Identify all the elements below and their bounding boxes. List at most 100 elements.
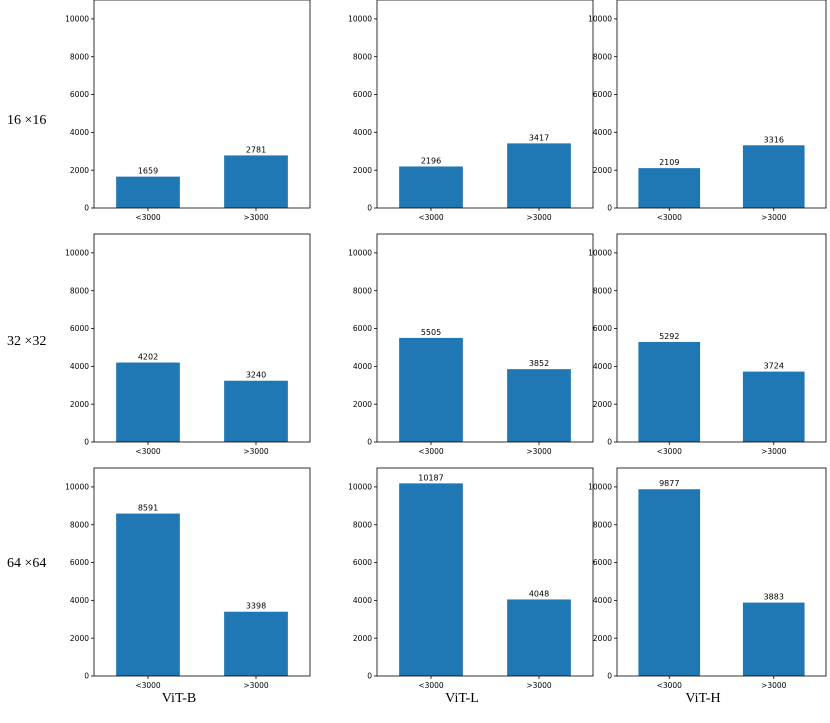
- y-tick-label: 6000: [593, 558, 612, 567]
- bar-value-label: 10187: [418, 473, 443, 482]
- bar: [507, 143, 571, 208]
- y-tick-label: 4000: [353, 596, 372, 605]
- bar: [399, 337, 463, 442]
- col-label-vit-b: ViT-B: [161, 691, 197, 706]
- bar-value-label: 2109: [659, 158, 679, 167]
- y-tick-label: 10000: [348, 15, 372, 24]
- x-tick-label: <3000: [135, 447, 161, 456]
- y-tick-label: 10000: [65, 483, 89, 492]
- y-tick-label: 0: [84, 204, 89, 213]
- y-tick-label: 10000: [588, 249, 612, 258]
- y-tick-label: 6000: [353, 558, 372, 567]
- y-tick-label: 10000: [588, 483, 612, 492]
- y-tick-label: 6000: [70, 324, 89, 333]
- bar: [116, 176, 180, 208]
- col-label-vit-l: ViT-L: [445, 691, 479, 706]
- subplot: 8591 <3000 3398 >3000 0 2000 4000 6000 8000 10000: [65, 467, 311, 690]
- axes-frame: [376, 467, 594, 677]
- y-tick-label: 10000: [348, 249, 372, 258]
- x-tick-label: <3000: [657, 213, 683, 222]
- subplot: 1659 <3000 2781 >3000 0 2000 4000 6000 8000 10000: [65, 0, 311, 222]
- axes-frame: [93, 0, 311, 209]
- y-tick-label: 0: [84, 672, 89, 681]
- y-tick-label: 8000: [593, 286, 612, 295]
- bar: [742, 145, 805, 208]
- x-tick-label: >3000: [761, 213, 787, 222]
- bar-value-label: 1659: [138, 167, 158, 176]
- bar-value-label: 3316: [764, 135, 784, 144]
- axes-frame: [376, 233, 594, 443]
- bar: [224, 380, 288, 442]
- y-tick-label: 8000: [70, 286, 89, 295]
- x-tick-label: <3000: [418, 213, 444, 222]
- y-tick-label: 6000: [353, 90, 372, 99]
- axes-frame: [93, 467, 311, 677]
- y-tick-label: 6000: [70, 558, 89, 567]
- y-tick-label: 2000: [593, 634, 612, 643]
- y-tick-label: 4000: [353, 128, 372, 137]
- bar: [638, 168, 701, 208]
- bar-value-label: 2196: [421, 156, 441, 165]
- y-tick-label: 2000: [593, 166, 612, 175]
- x-tick-label: <3000: [657, 681, 683, 690]
- bar: [399, 483, 463, 676]
- y-tick-label: 10000: [348, 483, 372, 492]
- x-tick-label: >3000: [243, 213, 269, 222]
- axes-frame: [616, 233, 827, 443]
- y-tick-label: 2000: [70, 634, 89, 643]
- y-tick-label: 4000: [353, 362, 372, 371]
- bar: [507, 369, 571, 442]
- col-label-vit-h: ViT-H: [685, 691, 721, 706]
- axes-frame: [93, 233, 311, 443]
- y-tick-label: 10000: [65, 15, 89, 24]
- y-tick-label: 4000: [593, 362, 612, 371]
- y-tick-label: 2000: [70, 166, 89, 175]
- x-tick-label: >3000: [526, 681, 552, 690]
- y-tick-label: 8000: [70, 520, 89, 529]
- y-tick-label: 6000: [353, 324, 372, 333]
- bar-value-label: 3240: [246, 371, 266, 380]
- bar: [224, 611, 288, 676]
- y-tick-label: 4000: [593, 128, 612, 137]
- y-tick-label: 0: [367, 672, 372, 681]
- x-tick-label: >3000: [526, 213, 552, 222]
- y-tick-label: 0: [607, 204, 612, 213]
- y-tick-label: 0: [607, 672, 612, 681]
- y-tick-label: 0: [607, 438, 612, 447]
- y-tick-label: 0: [84, 438, 89, 447]
- bar: [399, 166, 463, 208]
- x-tick-label: <3000: [418, 681, 444, 690]
- bar: [638, 341, 701, 442]
- y-tick-label: 4000: [70, 362, 89, 371]
- axes-frame: [376, 0, 594, 209]
- subplot: 4202 <3000 3240 >3000 0 2000 4000 6000 8000 10000: [65, 233, 311, 456]
- row-label-16: 16 ×16: [7, 113, 47, 128]
- x-tick-label: <3000: [135, 213, 161, 222]
- subplot: 2109 <3000 3316 >3000 0 2000 4000 6000 8000 10000: [588, 0, 827, 222]
- y-tick-label: 0: [367, 438, 372, 447]
- bar: [116, 362, 180, 442]
- y-tick-label: 8000: [593, 52, 612, 61]
- y-tick-label: 6000: [593, 324, 612, 333]
- bar-value-label: 4048: [529, 589, 549, 598]
- subplot: 5505 <3000 3852 >3000 0 2000 4000 6000 8000 10000: [348, 233, 594, 456]
- subplot: 10187 <3000 4048 >3000 0 2000 4000 6000 8000 1000…: [348, 467, 594, 690]
- x-tick-label: <3000: [657, 447, 683, 456]
- bar: [224, 155, 288, 208]
- x-tick-label: >3000: [243, 681, 269, 690]
- bar-value-label: 4202: [138, 353, 158, 362]
- y-tick-label: 2000: [353, 634, 372, 643]
- y-tick-label: 4000: [593, 596, 612, 605]
- x-tick-label: >3000: [761, 447, 787, 456]
- y-tick-label: 2000: [353, 400, 372, 409]
- bar-value-label: 3883: [764, 593, 784, 602]
- bar-value-label: 9877: [659, 479, 679, 488]
- subplot: 9877 <3000 3883 >3000 0 2000 4000 6000 8000 10000: [588, 467, 827, 690]
- y-tick-label: 10000: [588, 15, 612, 24]
- y-tick-label: 6000: [593, 90, 612, 99]
- y-tick-label: 4000: [70, 128, 89, 137]
- y-tick-label: 4000: [70, 596, 89, 605]
- bar-value-label: 3724: [764, 362, 784, 371]
- y-tick-label: 8000: [593, 520, 612, 529]
